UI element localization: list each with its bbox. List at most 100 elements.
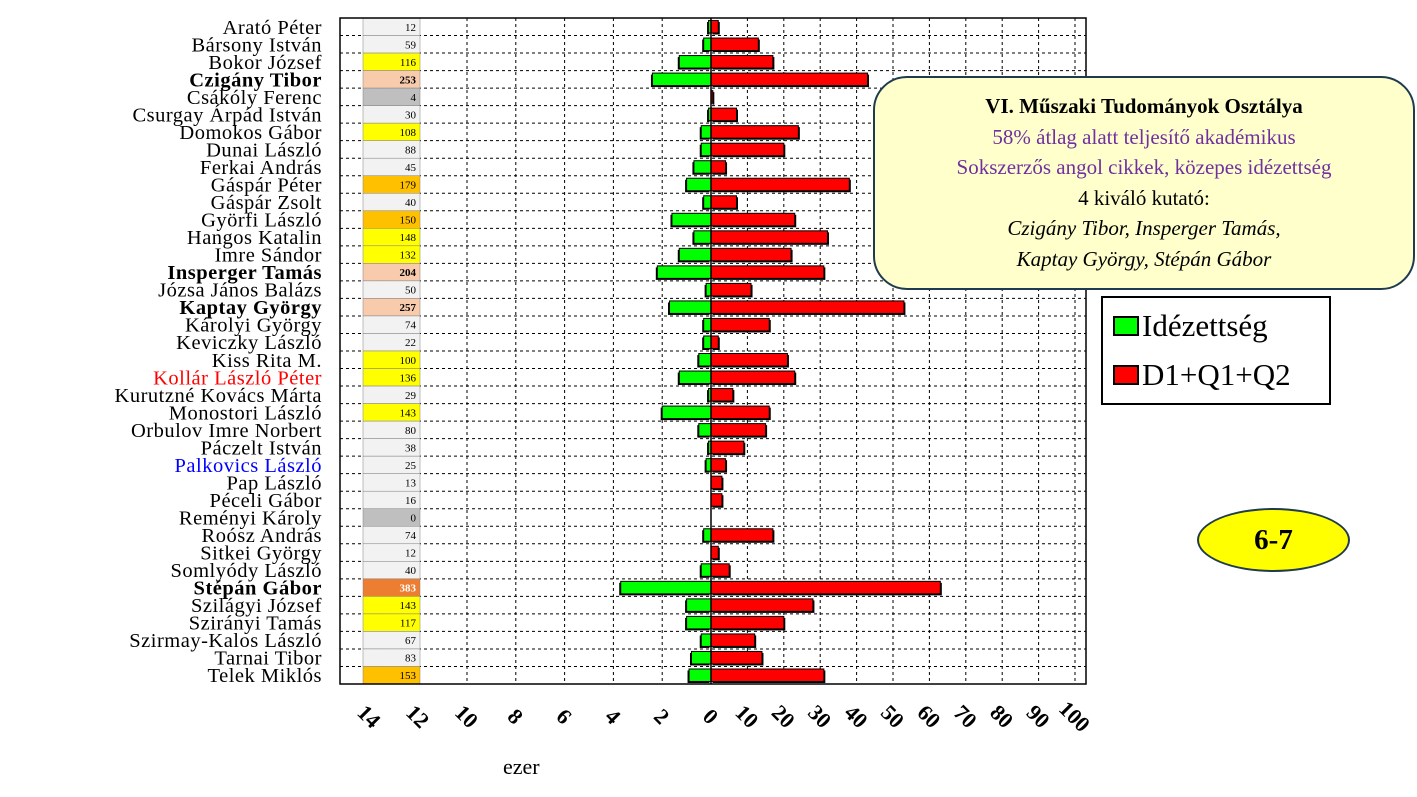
row-name-label: Szirmay-Kalos László xyxy=(129,630,322,652)
bar-d1q1q2 xyxy=(710,475,723,490)
tick-label: 14 xyxy=(352,700,385,733)
score-value: 116 xyxy=(400,57,417,69)
score-value: 30 xyxy=(405,109,417,121)
bar-d1q1q2 xyxy=(710,265,825,279)
score-value: 12 xyxy=(405,22,416,34)
bar-d1q1q2 xyxy=(710,370,796,385)
bar-d1q1q2 xyxy=(710,440,745,455)
bar-d1q1q2 xyxy=(710,405,770,420)
score-value: 38 xyxy=(405,442,417,454)
tick-label: 6 xyxy=(552,704,577,729)
row-name-label: Bokor József xyxy=(208,52,322,74)
row-name-label: Ferkai András xyxy=(200,157,322,179)
score-value: 143 xyxy=(400,600,417,612)
bar-idezettseg xyxy=(678,370,712,385)
bar-d1q1q2 xyxy=(710,423,767,437)
bar-idezettseg xyxy=(688,668,712,682)
bar-d1q1q2 xyxy=(710,160,727,174)
score-value: 204 xyxy=(400,267,417,279)
bar-idezettseg xyxy=(700,142,712,157)
info-box: VI. Műszaki Tudományok Osztálya 58% átla… xyxy=(873,76,1415,290)
tick-label: 60 xyxy=(912,700,945,733)
bar-d1q1q2 xyxy=(710,125,799,139)
bar-d1q1q2-shadow xyxy=(712,92,715,105)
bar-d1q1q2 xyxy=(710,317,770,332)
score-value: 253 xyxy=(400,74,417,86)
tick-label: 10 xyxy=(450,700,483,733)
score-value: 383 xyxy=(400,583,417,595)
row-name-label: Sitkei György xyxy=(200,543,322,565)
row-name-label: Hangos Katalin xyxy=(187,227,322,249)
bar-idezettseg xyxy=(678,55,712,69)
bar-d1q1q2 xyxy=(710,282,752,297)
bar-idezettseg xyxy=(686,598,712,612)
bar-idezettseg xyxy=(693,160,712,174)
tick-label: 10 xyxy=(730,700,763,733)
score-value: 179 xyxy=(400,180,417,192)
bar-d1q1q2 xyxy=(710,353,788,367)
plot-border xyxy=(339,17,1087,685)
row-name-label: Reményi Károly xyxy=(179,508,322,530)
row-name-label: Telek Miklós xyxy=(208,665,322,687)
bar-idezettseg xyxy=(700,633,712,647)
tick-label: 2 xyxy=(649,704,674,729)
row-name-label: Insperger Tamás xyxy=(167,262,322,284)
score-value: 12 xyxy=(405,548,416,560)
bar-idezettseg xyxy=(661,405,712,420)
score-value: 148 xyxy=(400,232,417,244)
legend-item-d1q1q2: D1+Q1+Q2 xyxy=(1113,357,1291,393)
legend-label-idezettseg: Idézettség xyxy=(1142,308,1268,343)
bar-d1q1q2 xyxy=(710,633,756,647)
score-value: 50 xyxy=(405,285,417,297)
tick-label: 70 xyxy=(949,700,982,733)
score-value: 108 xyxy=(400,127,417,139)
score-value: 150 xyxy=(400,215,417,227)
bar-d1q1q2 xyxy=(710,668,825,682)
score-value: 16 xyxy=(405,495,417,507)
row-name-label: Tarnai Tibor xyxy=(214,648,322,670)
info-line-performance: 58% átlag alatt teljesítő akadémikus xyxy=(992,124,1296,149)
row-name-label: Czigány Tibor xyxy=(189,69,322,91)
bar-idezettseg xyxy=(703,335,712,349)
axis-unit-label: ezer xyxy=(503,754,540,779)
row-name-label: Roósz András xyxy=(202,525,322,547)
bar-d1q1q2 xyxy=(710,37,759,52)
score-value: 257 xyxy=(400,302,417,314)
bar-idezettseg xyxy=(703,195,712,209)
info-title: VI. Műszaki Tudományok Osztálya xyxy=(985,94,1303,118)
bar-d1q1q2 xyxy=(710,212,796,227)
score-value: 74 xyxy=(405,320,417,332)
legend-swatch-idezettseg xyxy=(1113,316,1139,336)
row-name-label: Kaptay György xyxy=(179,297,322,319)
row-name-label: Péceli Gábor xyxy=(210,490,322,512)
legend-swatch-d1q1q2 xyxy=(1113,365,1139,385)
row-name-label: Bársony István xyxy=(191,34,322,56)
bar-idezettseg xyxy=(669,300,712,314)
bar-idezettseg xyxy=(651,72,712,87)
row-name-label: Józsa János Balázs xyxy=(158,280,322,302)
bar-d1q1q2 xyxy=(710,580,941,595)
score-value: 83 xyxy=(405,653,417,665)
tick-label: 40 xyxy=(840,700,873,733)
bar-d1q1q2 xyxy=(710,650,763,665)
score-value: 88 xyxy=(405,144,417,156)
score-value: 0 xyxy=(411,513,417,525)
bar-d1q1q2 xyxy=(710,142,785,157)
legend-item-idezettseg: Idézettség xyxy=(1113,308,1268,344)
bar-d1q1q2 xyxy=(710,177,850,192)
bar-idezettseg xyxy=(678,247,712,262)
bar-d1q1q2 xyxy=(710,55,774,69)
bar-idezettseg xyxy=(686,615,712,630)
bar-d1q1q2 xyxy=(710,458,727,472)
row-name-label: Stépán Gábor xyxy=(194,578,322,600)
row-name-label: Páczelt István xyxy=(201,437,322,459)
bar-d1q1q2 xyxy=(710,335,719,349)
tick-label: 12 xyxy=(401,700,434,733)
row-name-label: Gáspár Péter xyxy=(211,175,322,197)
row-name-label: Szilágyi József xyxy=(191,595,322,617)
row-name-label: Gáspár Zsolt xyxy=(211,192,322,214)
tick-label: 100 xyxy=(1054,696,1095,737)
score-value: 100 xyxy=(400,355,417,367)
row-name-label: Keviczky László xyxy=(176,332,322,354)
bar-idezettseg xyxy=(700,125,712,139)
